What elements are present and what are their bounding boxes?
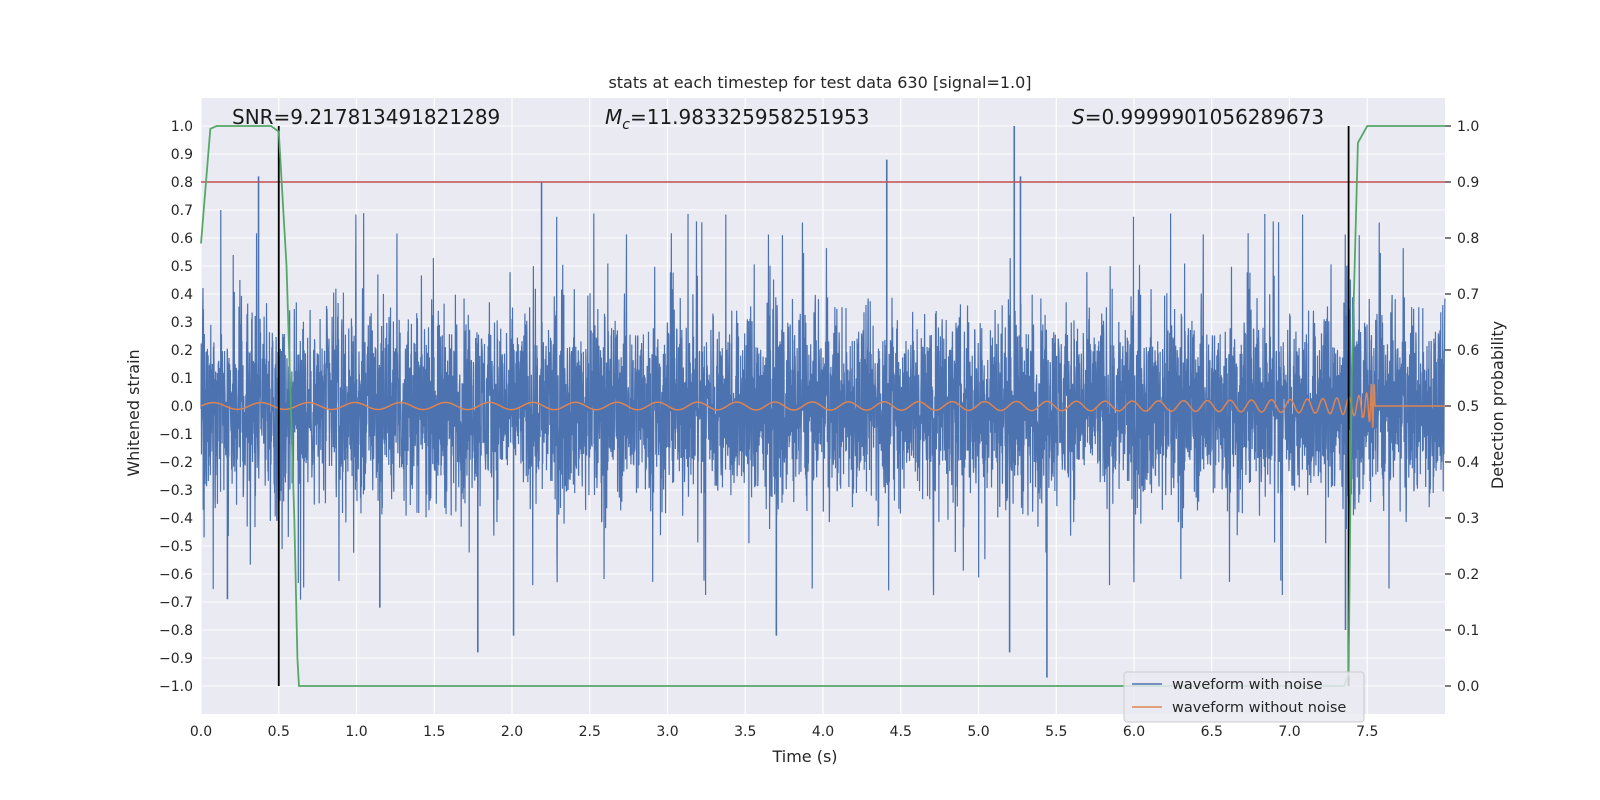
chart-title: stats at each timestep for test data 630… [608, 73, 1031, 92]
y-right-tick-label: 0.8 [1457, 231, 1479, 247]
y-tick-label: −0.8 [159, 623, 193, 639]
score-value: =0.9999901056289673 [1085, 105, 1324, 129]
x-tick-label: 7.5 [1356, 724, 1378, 740]
y-right-tick-label: 0.6 [1457, 343, 1479, 359]
y-tick-label: −1.0 [159, 679, 193, 695]
x-tick-label: 3.5 [734, 724, 756, 740]
y-tick-label: −0.3 [159, 483, 193, 499]
y-tick-label: −0.9 [159, 651, 193, 667]
y-tick-label: 0.2 [171, 343, 193, 359]
y-axis-left: 1.0 0.9 0.8 0.7 0.6 0.5 0.4 0.3 0.2 0.1 0.0 −0.1 −0.… [159, 119, 193, 695]
snr-annotation: SNR=9.217813491821289 [232, 105, 500, 129]
y-tick-label: −0.1 [159, 427, 193, 443]
y-tick-label: 0.1 [171, 371, 193, 387]
x-tick-label: 1.5 [423, 724, 445, 740]
y-tick-label: 0.3 [171, 315, 193, 331]
x-tick-label: 4.5 [890, 724, 912, 740]
y-axis-title: Whitened strain [124, 349, 143, 476]
x-tick-label: 6.5 [1201, 724, 1223, 740]
y-right-tick-label: 0.2 [1457, 567, 1479, 583]
chirp-mass-annotation: Mc=11.983325958251953 [605, 105, 869, 133]
x-tick-label: 3.0 [656, 724, 678, 740]
chirp-mass-value: =11.983325958251953 [630, 105, 869, 129]
y-tick-label: −0.7 [159, 595, 193, 611]
y-tick-label: 0.8 [171, 175, 193, 191]
legend-label-clean: waveform without noise [1172, 700, 1346, 716]
y-right-tick-label: 0.4 [1457, 455, 1479, 471]
x-tick-label: 6.0 [1123, 724, 1145, 740]
series-layer [200, 125, 1446, 687]
y-right-tick-label: 0.5 [1457, 399, 1479, 415]
chirp-mass-symbol: M [605, 105, 622, 129]
y-right-tick-label: 0.3 [1457, 511, 1479, 527]
legend: waveform with noise waveform without noi… [1123, 671, 1365, 723]
x-axis: 0.0 0.5 1.0 1.5 2.0 2.5 3.0 3.5 4.0 4.5 5.0 5.5 6.0 6… [190, 724, 1379, 740]
y-right-tick-label: 0.1 [1457, 623, 1479, 639]
y-right-tick-label: 1.0 [1457, 119, 1479, 135]
x-tick-label: 2.5 [579, 724, 601, 740]
chirp-mass-subscript: c [622, 117, 630, 133]
y-tick-label: −0.5 [159, 539, 193, 555]
x-tick-label: 1.0 [345, 724, 367, 740]
y-tick-label: 0.5 [171, 259, 193, 275]
y-right-tick-label: 0.7 [1457, 287, 1479, 303]
legend-label-noisy: waveform with noise [1172, 677, 1323, 693]
y-tick-label: −0.4 [159, 511, 193, 527]
y-tick-label: 0.9 [171, 147, 193, 163]
x-tick-label: 2.0 [501, 724, 523, 740]
y-right-tick-label: 0.9 [1457, 175, 1479, 191]
x-tick-label: 7.0 [1278, 724, 1300, 740]
y-right-tick-label: 0.0 [1457, 679, 1479, 695]
x-tick-label: 5.5 [1045, 724, 1067, 740]
x-tick-label: 4.0 [812, 724, 834, 740]
y-tick-label: 0.0 [171, 399, 193, 415]
score-symbol: S [1072, 105, 1085, 129]
y-axis-right-title: Detection probability [1488, 321, 1507, 489]
y-tick-label: 1.0 [171, 119, 193, 135]
detection-probability-line [200, 125, 1445, 687]
y-tick-label: −0.6 [159, 567, 193, 583]
y-tick-label: 0.6 [171, 231, 193, 247]
x-tick-label: 5.0 [967, 724, 989, 740]
y-axis-right: 1.0 0.9 0.8 0.7 0.6 0.5 0.4 0.3 0.2 0.1 0.0 [1445, 119, 1479, 695]
y-tick-label: 0.7 [171, 203, 193, 219]
noisy-waveform-line [200, 210, 1446, 600]
score-annotation: S=0.9999901056289673 [1072, 105, 1324, 129]
y-tick-label: 0.4 [171, 287, 193, 303]
x-tick-label: 0.5 [268, 724, 290, 740]
x-axis-title: Time (s) [771, 747, 837, 766]
legend-box [1123, 671, 1365, 723]
y-tick-label: −0.2 [159, 455, 193, 471]
x-tick-label: 0.0 [190, 724, 212, 740]
clean-waveform-line [200, 383, 1445, 428]
